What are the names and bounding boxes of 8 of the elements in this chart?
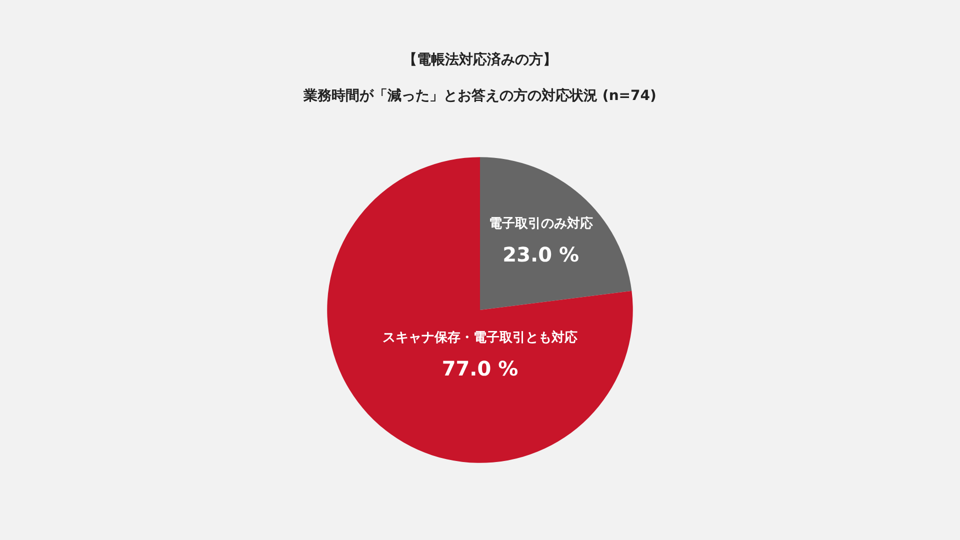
data-label: 23.0 % — [502, 242, 580, 266]
slice-label: 電子取引のみ対応 — [488, 216, 593, 232]
pie-slice — [480, 157, 632, 310]
data-label: 77.0 % — [442, 356, 518, 381]
chart-title: 【電帳法対応済みの方】 — [403, 50, 557, 68]
pie-slice — [327, 157, 633, 463]
slice-label: スキャナ保存・電子取引とも対応 — [382, 330, 578, 346]
chart-subtitle: 業務時間が「減った」とお答えの方の対応状況 (n=74) — [302, 87, 656, 104]
